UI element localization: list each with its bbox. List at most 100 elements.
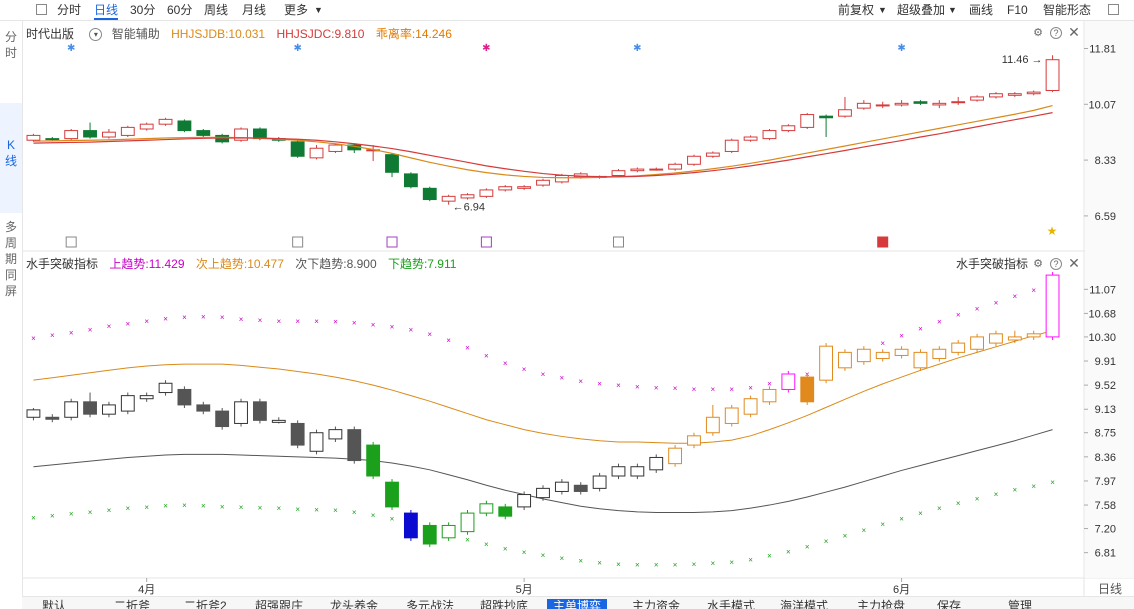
bottom-tab[interactable]: 管理 xyxy=(1008,599,1033,609)
trend-marker: × xyxy=(597,379,602,388)
indicator-bar xyxy=(215,410,230,428)
sidebar-item-fenshi[interactable]: 分时 xyxy=(0,29,22,69)
tab-yuexian[interactable]: 月线 xyxy=(242,3,267,17)
y-tick-label: 6.59 xyxy=(1095,211,1116,223)
bottom-tab[interactable]: 多元战法 xyxy=(406,599,455,609)
bottom-tab[interactable]: 海洋模式 xyxy=(780,599,829,609)
trend-marker: × xyxy=(182,501,187,510)
settings-icon[interactable]: ⚙ xyxy=(1033,27,1043,39)
candle-body xyxy=(800,114,815,128)
max-price-label: 11.46 → xyxy=(1002,54,1043,66)
candle-body xyxy=(536,179,550,186)
indicator-bar xyxy=(687,435,701,446)
candle-body xyxy=(932,102,947,106)
indicator-bar xyxy=(26,409,41,418)
y-tick-label: 8.33 xyxy=(1095,155,1116,167)
trend-marker: × xyxy=(69,329,74,338)
trend-marker: × xyxy=(258,504,263,513)
bottom-tab[interactable]: 主单博弈 xyxy=(547,599,608,609)
candle-body xyxy=(479,189,494,197)
y-tick-label: 7.20 xyxy=(1095,524,1116,536)
expand-icon[interactable] xyxy=(36,4,47,15)
trend-marker: × xyxy=(729,385,734,394)
trend-marker: × xyxy=(333,317,338,326)
bottom-tab[interactable]: 主力抢盘 xyxy=(857,599,906,609)
favorite-star-icon: ★ xyxy=(1047,224,1058,238)
bottom-tab[interactable]: 主力资金 xyxy=(632,599,681,609)
smart-pattern-button[interactable]: 智能形态 xyxy=(1043,3,1092,17)
draw-line-button[interactable]: 画线 xyxy=(969,3,994,17)
trend-marker: × xyxy=(31,334,36,343)
expand-icon[interactable] xyxy=(1108,4,1119,15)
y-tick-label: 10.07 xyxy=(1088,99,1116,111)
trend-marker: × xyxy=(880,520,885,529)
candle-body xyxy=(1007,93,1022,96)
trend-marker: × xyxy=(1031,286,1036,295)
close-icon[interactable]: ✕ xyxy=(1068,24,1080,40)
indicator-bar xyxy=(536,487,550,499)
overlay-dropdown[interactable]: 超级叠加 xyxy=(897,3,946,17)
bottom-tab[interactable]: 默认 xyxy=(42,599,67,609)
trend-marker: × xyxy=(50,331,55,340)
trend-marker: × xyxy=(578,557,583,566)
indicator-bar xyxy=(347,429,362,462)
y-tick-label: 7.97 xyxy=(1095,476,1116,488)
trend-marker: × xyxy=(409,325,414,334)
f10-button[interactable]: F10 xyxy=(1007,3,1028,17)
trend-marker: × xyxy=(918,509,923,518)
event-badge-icon xyxy=(877,236,889,248)
indicator-bar xyxy=(705,416,720,434)
candle-body xyxy=(64,130,79,140)
candle-body xyxy=(554,174,569,183)
event-badge-icon xyxy=(386,236,398,248)
bottom-tab[interactable]: 超跌抄底 xyxy=(480,599,529,609)
chevron-down-icon[interactable]: ▼ xyxy=(948,5,957,15)
bottom-tab[interactable]: 保存 xyxy=(937,599,962,609)
tab-more[interactable]: 更多 xyxy=(284,3,309,17)
smart-assist-toggle[interactable]: ▾ xyxy=(89,28,103,42)
indicator-bar xyxy=(1007,336,1022,341)
fuquan-dropdown[interactable]: 前复权 xyxy=(838,3,875,17)
indicator-bar xyxy=(970,336,984,350)
trend-marker: × xyxy=(711,385,716,394)
chevron-down-icon[interactable]: ▼ xyxy=(878,5,887,15)
trend-marker: × xyxy=(541,551,546,560)
trend-marker: × xyxy=(144,317,149,326)
series-line xyxy=(33,112,1053,178)
trend-marker: × xyxy=(767,552,772,561)
tab-zhouxian[interactable]: 周线 xyxy=(204,3,229,17)
tab-60min[interactable]: 60分 xyxy=(167,3,193,17)
trend-marker: × xyxy=(654,560,659,569)
chevron-down-icon[interactable]: ▼ xyxy=(314,5,323,15)
trend-marker: × xyxy=(1050,280,1055,289)
smart-assist-label[interactable]: 智能辅助 xyxy=(111,27,160,41)
tab-rixian[interactable]: 日线 xyxy=(94,2,119,20)
event-marker-icon: ✱ xyxy=(633,43,641,54)
bottom-tab[interactable]: 超强跟庄 xyxy=(255,599,304,609)
tab-30min[interactable]: 30分 xyxy=(130,3,156,17)
indicator-bar xyxy=(177,388,192,406)
trend-marker: × xyxy=(805,370,810,379)
trend-marker: × xyxy=(276,504,281,513)
bottom-tab[interactable]: 二折斧2 xyxy=(184,599,227,609)
candle-body xyxy=(970,96,984,101)
event-badge-icon xyxy=(292,236,304,248)
sidebar-item-kxian[interactable]: K线 xyxy=(0,103,22,213)
sidebar-item-multi[interactable]: 多周期同屏 xyxy=(0,219,22,319)
close-icon[interactable]: ✕ xyxy=(1068,255,1080,271)
candle-body xyxy=(83,130,97,138)
tab-fenshi[interactable]: 分时 xyxy=(57,3,82,17)
candle-body xyxy=(611,170,626,176)
help-icon[interactable]: ? xyxy=(1050,27,1062,39)
help-icon[interactable]: ? xyxy=(1050,258,1062,270)
indicator-bar xyxy=(271,419,286,423)
candle-body xyxy=(403,173,418,188)
settings-icon[interactable]: ⚙ xyxy=(1033,258,1043,270)
bottom-tab[interactable]: 二折斧 xyxy=(114,599,151,609)
bottom-tab[interactable]: 龙头养金 xyxy=(330,599,379,609)
series-line xyxy=(33,104,1053,179)
trend-marker: × xyxy=(295,317,300,326)
candle-body xyxy=(762,130,777,140)
bottom-tab[interactable]: 水手模式 xyxy=(707,599,756,609)
